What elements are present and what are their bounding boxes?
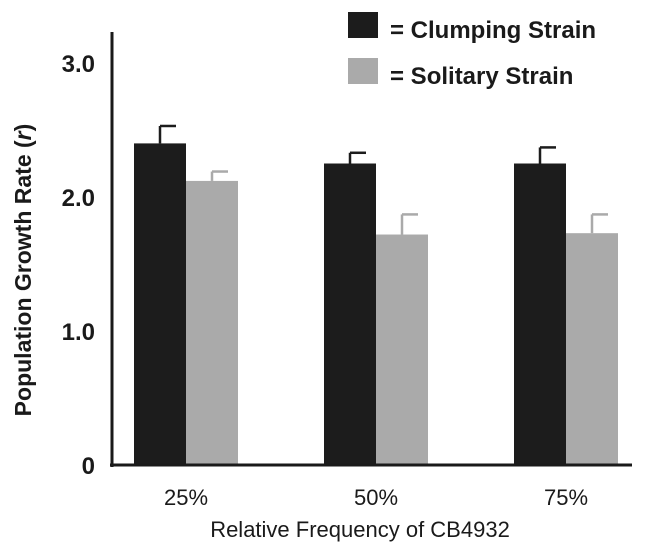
x-tick-label: 25% bbox=[164, 485, 208, 510]
bar-solitary-0 bbox=[186, 180, 238, 466]
y-axis-label-var: r bbox=[10, 130, 36, 140]
bar-clumping-1 bbox=[324, 163, 376, 465]
x-tick-labels: 25% 50% 75% bbox=[164, 485, 588, 510]
y-axis-label: Population Growth Rate (r) bbox=[10, 124, 36, 417]
y-tick-label: 0 bbox=[82, 453, 95, 480]
bars-group bbox=[134, 143, 618, 466]
y-tick-label: 2.0 bbox=[62, 185, 95, 212]
bar-clumping-2 bbox=[514, 163, 566, 465]
legend: = Clumping Strain = Solitary Strain bbox=[348, 12, 596, 90]
y-tick-labels: 0 1.0 2.0 3.0 bbox=[62, 51, 95, 480]
legend-label-clumping: = Clumping Strain bbox=[390, 17, 596, 44]
y-axis-label-main: Population Growth Rate ( bbox=[10, 140, 36, 416]
bar-clumping-0 bbox=[134, 143, 186, 465]
y-axis-label-end: ) bbox=[10, 124, 36, 132]
legend-swatch-solitary bbox=[348, 58, 378, 84]
bar-solitary-2 bbox=[566, 233, 618, 465]
x-tick-label: 75% bbox=[544, 485, 588, 510]
axes bbox=[110, 32, 632, 467]
legend-swatch-clumping bbox=[348, 12, 378, 38]
y-tick-label: 3.0 bbox=[62, 51, 95, 78]
x-axis-label: Relative Frequency of CB4932 bbox=[210, 517, 510, 542]
bar-solitary-1 bbox=[376, 234, 428, 465]
error-bars-group bbox=[158, 124, 608, 235]
legend-label-solitary: = Solitary Strain bbox=[390, 63, 573, 90]
x-tick-label: 50% bbox=[354, 485, 398, 510]
y-tick-label: 1.0 bbox=[62, 319, 95, 346]
